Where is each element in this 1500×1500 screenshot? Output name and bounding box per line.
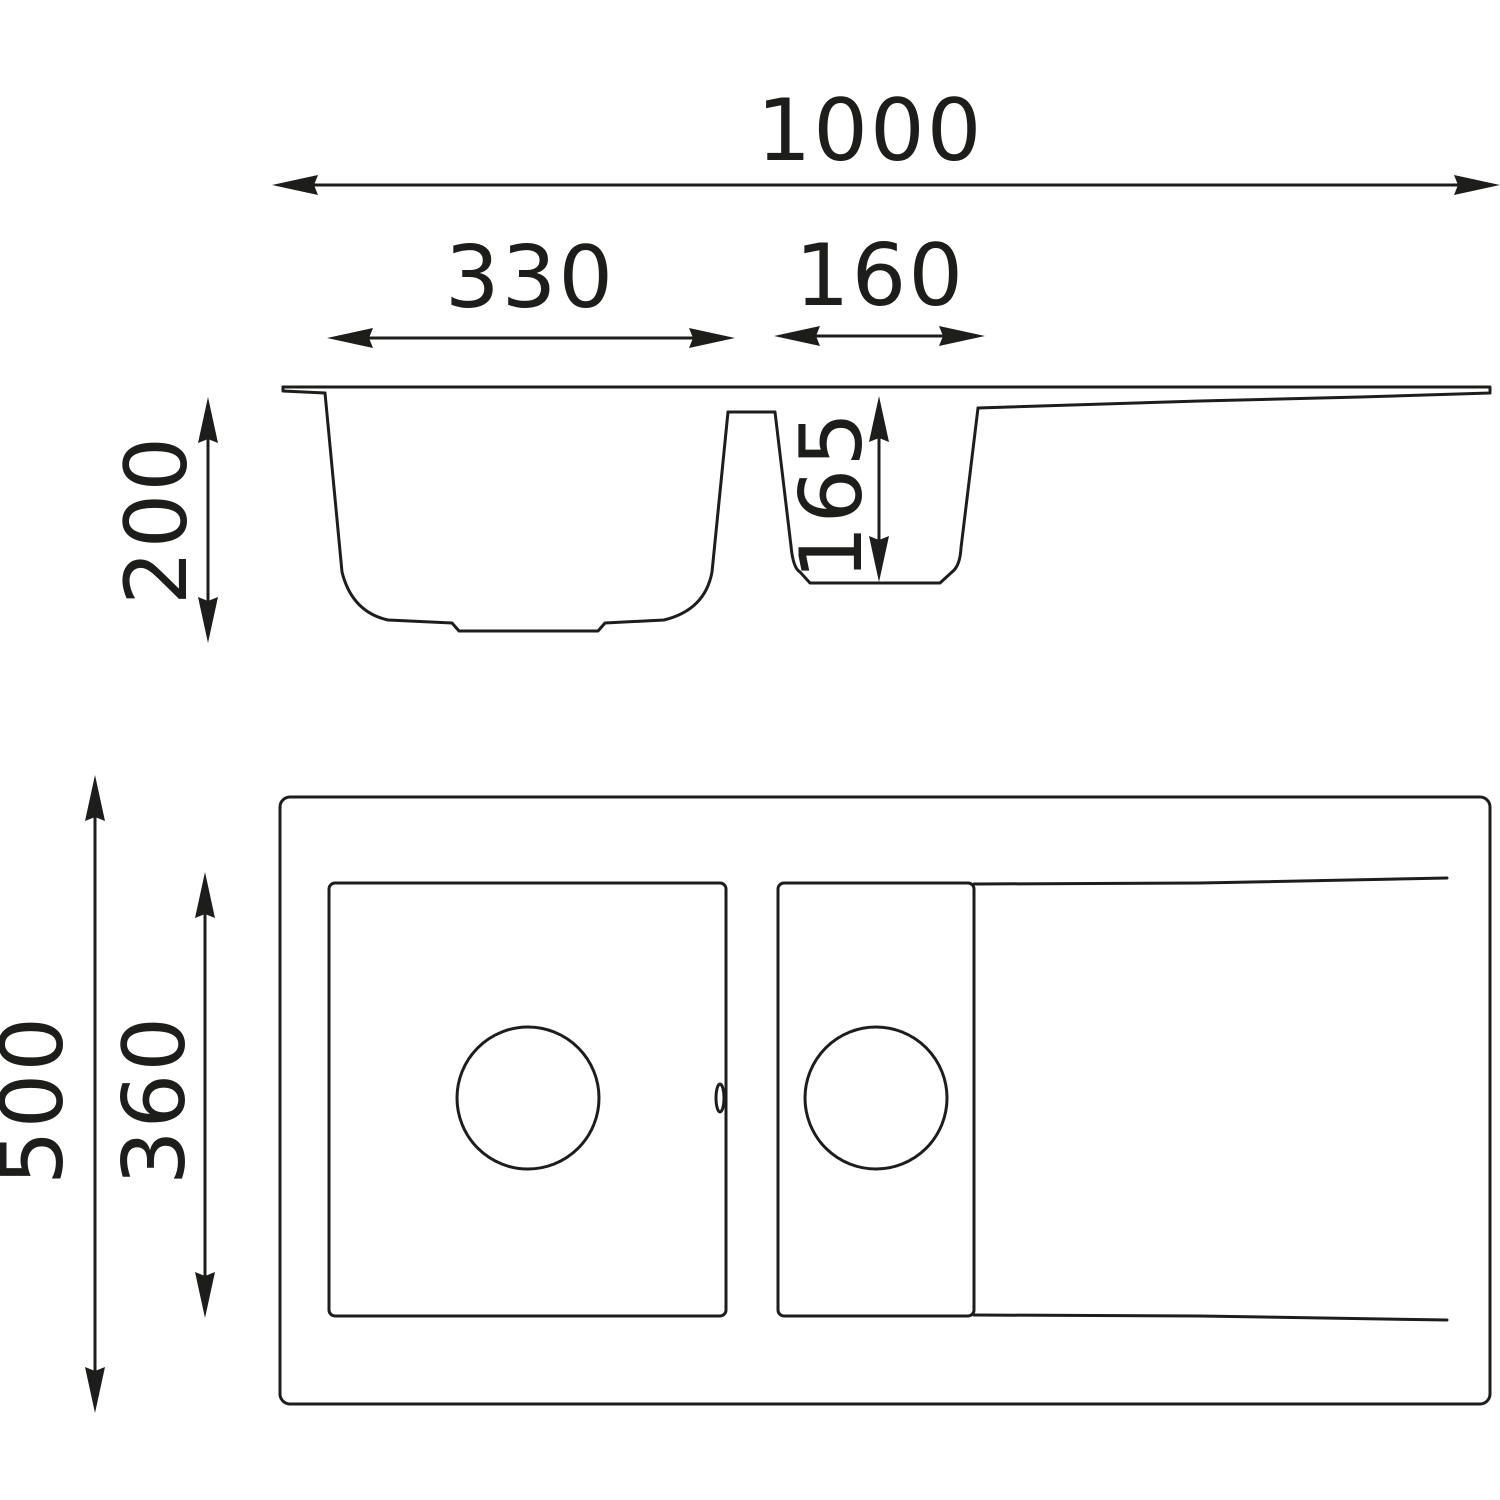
arrowhead-top (198, 397, 218, 443)
small-bowl-outline (776, 881, 976, 1318)
arrowhead-top (85, 775, 105, 821)
arrowhead-top (869, 396, 889, 442)
arrowhead-bottom (869, 536, 889, 582)
label-overall-width: 500 (0, 1015, 83, 1185)
dimension-small-bowl-depth: 165 (782, 396, 889, 582)
large-bowl-outline (327, 881, 728, 1318)
large-bowl-profile (323, 391, 730, 633)
label-large-bowl-depth: 200 (107, 435, 207, 605)
drainer-board-outline-lower (972, 1313, 1449, 1322)
drainer-board-outline (972, 876, 1449, 886)
dimension-large-bowl-width: 330 (327, 228, 735, 348)
dimension-bowl-inner-width: 360 (105, 872, 215, 1318)
arrowhead-bottom (195, 1272, 215, 1318)
arrowhead-left (272, 175, 318, 195)
sink-rim-left-edge (281, 385, 327, 395)
arrowhead-right (689, 328, 735, 348)
sink-side-view (281, 385, 1492, 633)
dimension-overall-length: 1000 (272, 81, 1500, 195)
arrowhead-right (1454, 175, 1500, 195)
label-large-bowl-width: 330 (445, 228, 615, 328)
label-small-bowl-width: 160 (795, 226, 965, 326)
dimension-small-bowl-width: 160 (774, 226, 985, 346)
arrowhead-bottom (198, 597, 218, 643)
sink-rim-top (281, 385, 1492, 410)
overflow-hole (714, 1082, 726, 1114)
label-small-bowl-depth: 165 (782, 410, 882, 580)
dimension-overall-width: 500 (0, 775, 105, 1413)
arrowhead-left (774, 326, 820, 346)
sink-top-view (278, 795, 1492, 1406)
large-bowl-drain (455, 1025, 601, 1171)
label-bowl-inner-width: 360 (105, 1015, 205, 1185)
label-overall-length: 1000 (757, 81, 984, 181)
small-bowl-drain (803, 1025, 949, 1171)
arrowhead-right (939, 326, 985, 346)
small-bowl-profile (773, 406, 980, 585)
arrowhead-top (195, 872, 215, 918)
sink-outer-frame (278, 795, 1492, 1406)
arrowhead-bottom (85, 1367, 105, 1413)
dimension-large-bowl-depth: 200 (107, 397, 218, 643)
arrowhead-left (327, 328, 373, 348)
